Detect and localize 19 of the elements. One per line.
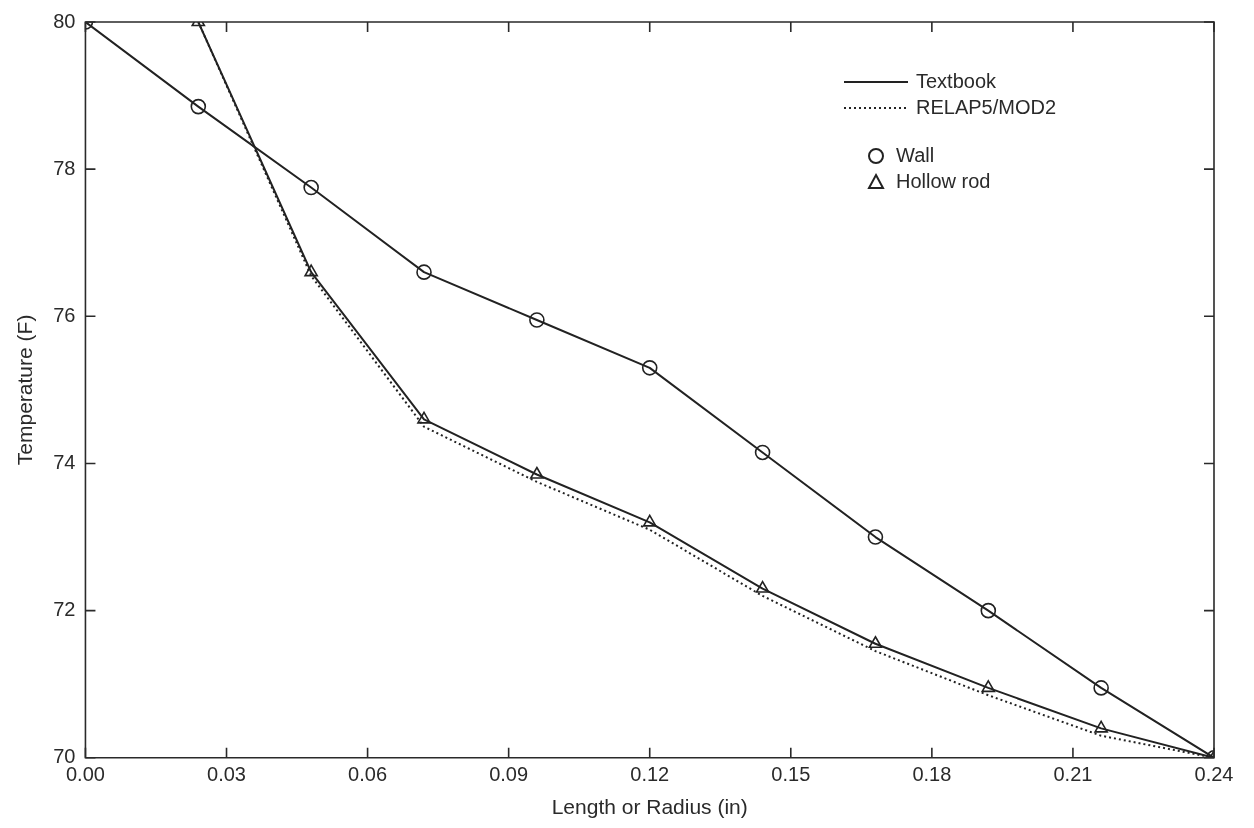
x-tick-label: 0.21 [1053,763,1093,786]
x-tick-label: 0.18 [912,763,952,786]
legend-label: Hollow rod [896,169,991,192]
legend-label: RELAP5/MOD2 [916,95,1057,118]
x-tick-label: 0.03 [207,763,246,786]
x-axis-title: Length or Radius (in) [551,795,748,819]
x-tick-label: 0.09 [489,763,529,786]
x-tick-label: 0.15 [771,763,811,786]
y-tick-label: 78 [53,156,76,179]
y-tick-label: 74 [53,451,76,473]
y-tick-label: 72 [53,598,76,621]
legend-label: Textbook [916,69,998,92]
legend-label: Wall [896,143,935,166]
y-axis-title: Temperature (F) [13,314,37,466]
x-tick-label: 0.06 [348,763,388,786]
x-tick-label: 0.12 [630,763,670,786]
x-tick-label: 0.24 [1194,763,1234,786]
y-tick-label: 80 [53,9,76,32]
y-tick-label: 76 [53,303,76,326]
